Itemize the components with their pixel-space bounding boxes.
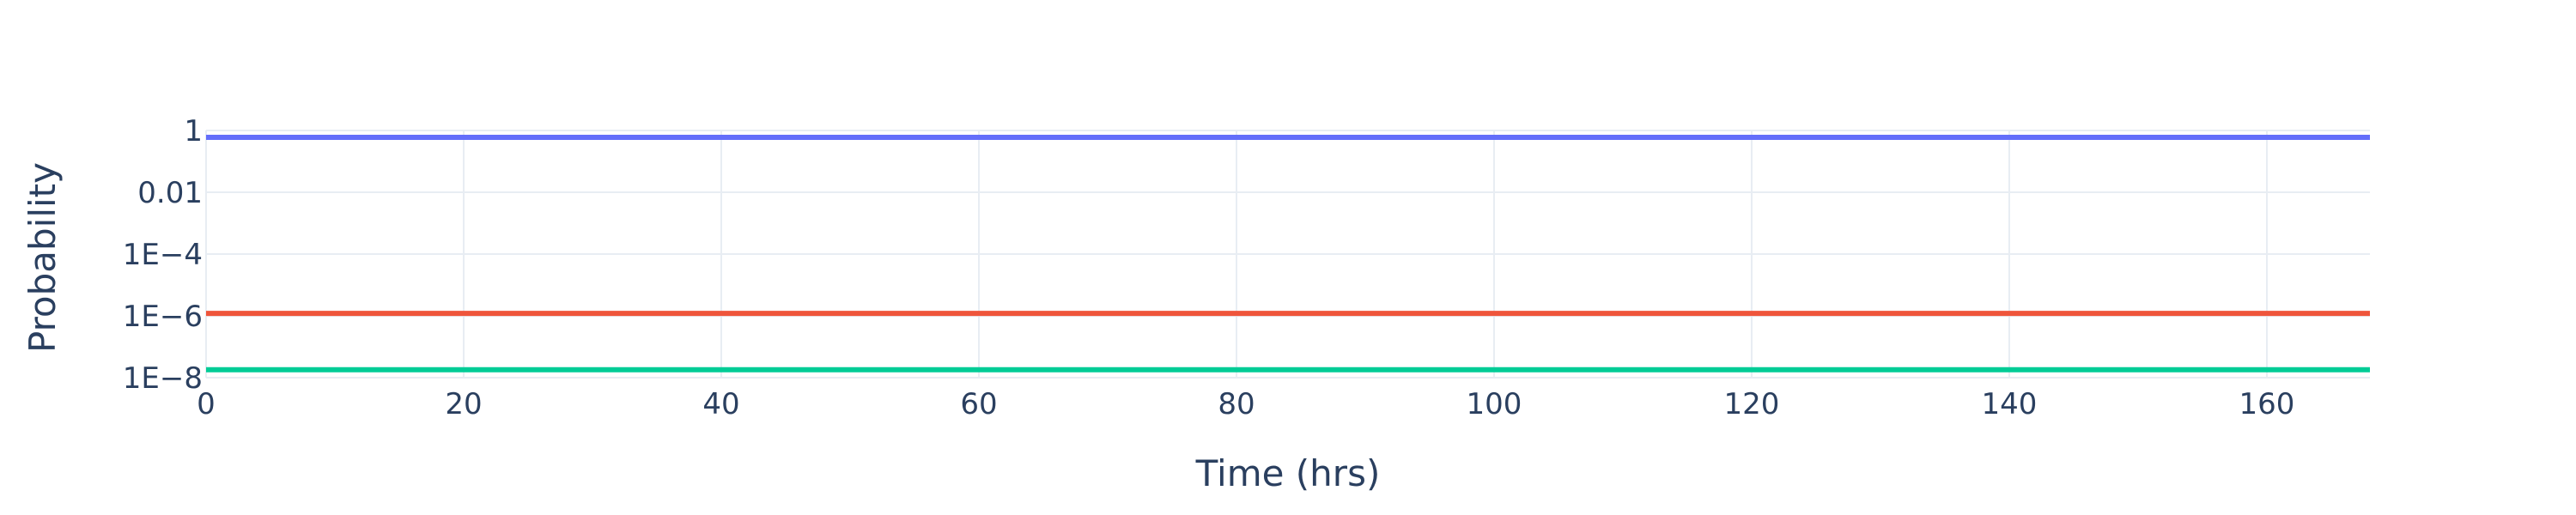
x-axis-ticks: 0 20 40 60 80 100 120 140 160 [197,387,2294,421]
y-tick-label: 1E−8 [123,361,203,396]
x-tick-label: 60 [960,387,997,421]
x-tick-label: 80 [1218,387,1255,421]
y-tick-label: 1 [184,114,203,148]
y-tick-label: 1E−6 [123,300,203,334]
y-axis-ticks: 1 0.01 1E−4 1E−6 1E−8 [123,114,203,396]
y-tick-label: 1E−4 [123,238,203,272]
x-tick-label: 20 [445,387,482,421]
x-tick-label: 40 [702,387,739,421]
x-tick-label: 140 [1982,387,2038,421]
x-tick-label: 160 [2239,387,2295,421]
x-tick-label: 120 [1724,387,1780,421]
x-axis-title: Time (hrs) [1195,452,1381,494]
series-layer [206,134,2370,373]
y-axis-title: Probability [21,162,64,353]
x-tick-label: 100 [1467,387,1522,421]
y-tick-label: 0.01 [137,176,203,210]
x-tick-label: 0 [197,387,216,421]
